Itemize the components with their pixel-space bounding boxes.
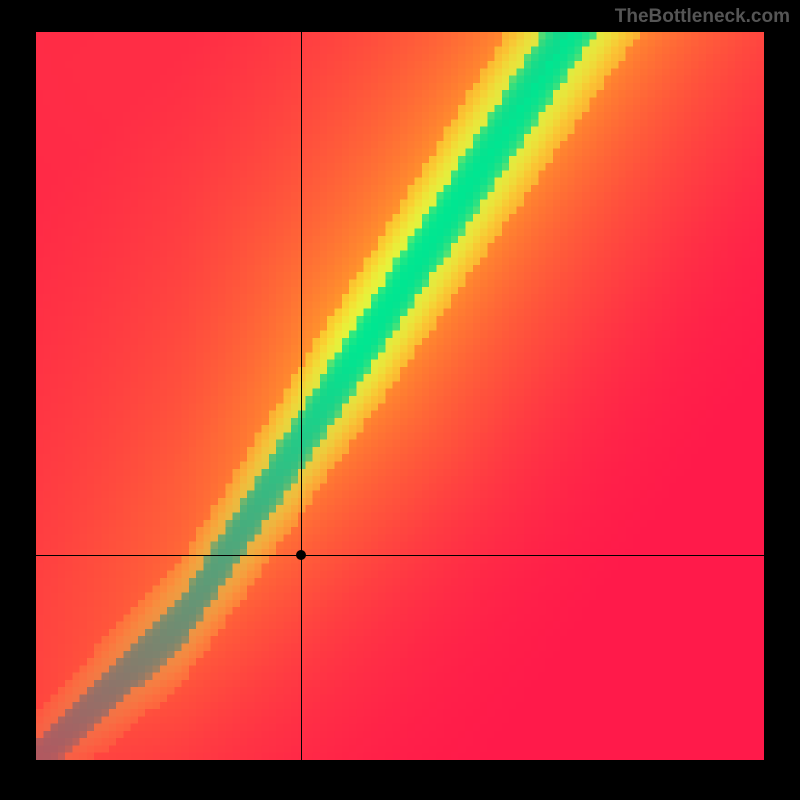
- bottleneck-heatmap: [36, 32, 764, 760]
- crosshair-vertical: [301, 32, 302, 760]
- crosshair-marker: [296, 550, 306, 560]
- crosshair-horizontal: [36, 555, 764, 556]
- bottleneck-heatmap-container: [36, 32, 764, 760]
- watermark-text: TheBottleneck.com: [615, 6, 790, 28]
